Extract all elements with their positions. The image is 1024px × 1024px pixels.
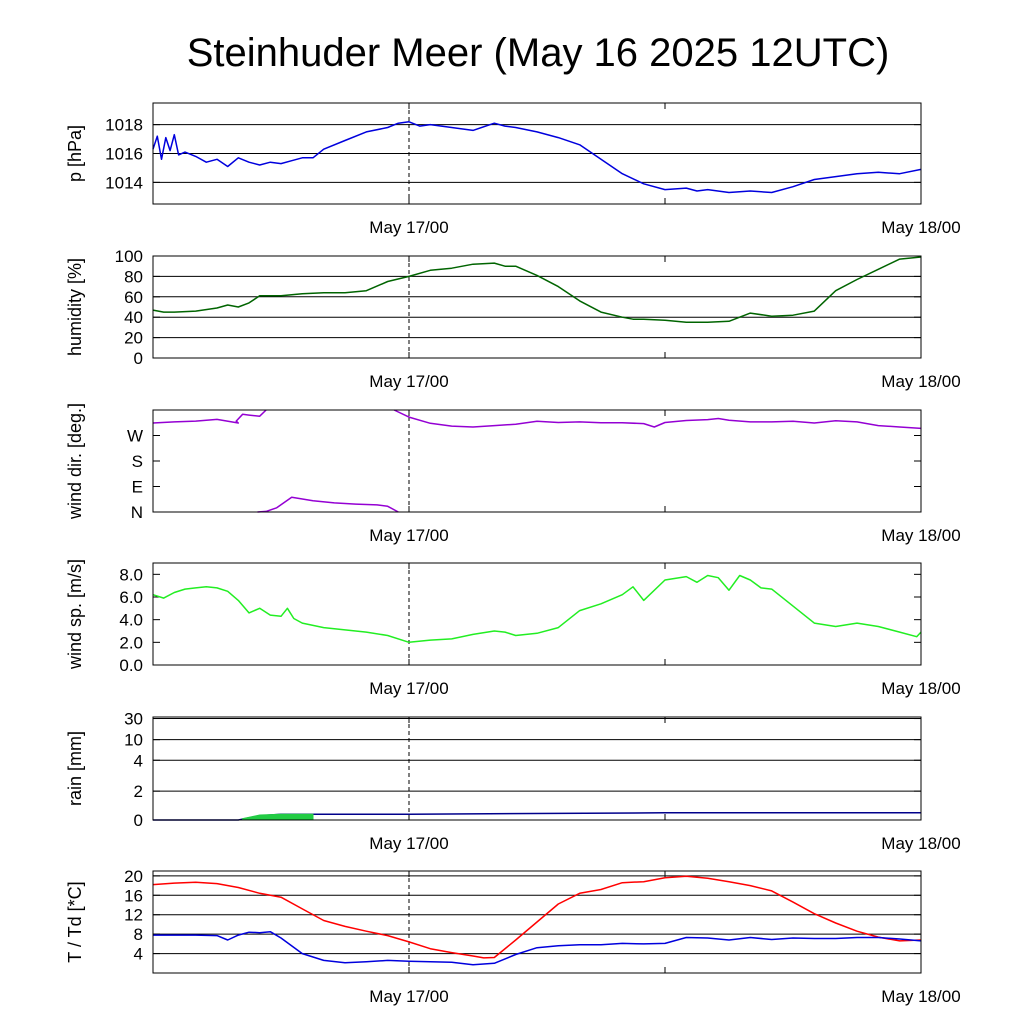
humidity-xtick-label: May 18/00 xyxy=(881,372,960,391)
rain-xtick-label: May 17/00 xyxy=(369,834,448,853)
wind-speed-panel: 0.0 2.0 4.0 6.0 8.0 May 17/00 May 18/00 wind sp… xyxy=(65,559,961,698)
rain-frame xyxy=(152,716,922,821)
humidity-frame xyxy=(152,255,922,359)
humidity-ytick-label: 0 xyxy=(134,349,143,368)
wind-speed-ytick-label: 0.0 xyxy=(119,656,143,675)
rain-ytick-label: 30 xyxy=(124,710,143,729)
temperature-ytick-label: 12 xyxy=(124,906,143,925)
humidity-ytick-label: 100 xyxy=(115,247,143,266)
pressure-ylabel: p [hPa] xyxy=(65,125,85,182)
humidity-ytick-label: 40 xyxy=(124,308,143,327)
wind-direction-xtick-label: May 17/00 xyxy=(369,526,448,545)
rain-panel: 0 2 410 30 May 17/00 May 18/00 rain [mm] xyxy=(65,710,961,853)
pressure-series-0 xyxy=(152,121,922,194)
temperature-ytick-label: 20 xyxy=(124,867,143,886)
wind-direction-series-2 xyxy=(393,409,922,430)
temperature-frame xyxy=(152,870,922,974)
temperature-series-1 xyxy=(153,930,922,966)
wind-direction-frame xyxy=(152,409,922,513)
wind-direction-ytick-label: W xyxy=(127,427,143,446)
wind-speed-ytick-label: 4.0 xyxy=(119,611,143,630)
temperature-ytick-label: 16 xyxy=(124,886,143,905)
wind-speed-frame xyxy=(152,562,922,666)
wind-direction-ylabel: wind dir. [deg.] xyxy=(65,403,85,520)
humidity-xtick-label: May 17/00 xyxy=(369,372,448,391)
wind-speed-xtick-label: May 17/00 xyxy=(369,679,448,698)
wind-direction-ytick-label: N xyxy=(131,503,143,522)
pressure-xtick-label: May 18/00 xyxy=(881,218,960,237)
humidity-ytick-label: 20 xyxy=(124,329,143,348)
wind-direction-series-0 xyxy=(152,409,267,424)
wind-speed-ytick-label: 6.0 xyxy=(119,588,143,607)
wind-speed-ylabel: wind sp. [m/s] xyxy=(65,559,85,670)
wind-direction-series-1 xyxy=(257,496,399,513)
wind-direction-ytick-label: E xyxy=(132,478,143,497)
wind-speed-series-0 xyxy=(152,574,922,644)
pressure-ytick-label: 1014 xyxy=(105,173,143,192)
temperature-series-0 xyxy=(152,875,922,959)
wind-direction-xtick-label: May 18/00 xyxy=(881,526,960,545)
temperature-ylabel: T / Td [*C] xyxy=(65,881,85,962)
wind-speed-ytick-label: 2.0 xyxy=(119,633,143,652)
pressure-panel: 1014 1016 1018 May 17/00 May 18/00 p [hPa] xyxy=(65,102,961,237)
rain-ytick-label: 10 xyxy=(124,731,143,750)
pressure-frame xyxy=(152,102,922,205)
rain-ytick-label: 4 xyxy=(134,751,143,770)
temperature-ytick-label: 8 xyxy=(134,925,143,944)
rain-ylabel: rain [mm] xyxy=(65,731,85,806)
humidity-ytick-label: 80 xyxy=(124,267,143,286)
rain-xtick-label: May 18/00 xyxy=(881,834,960,853)
rain-ytick-label: 0 xyxy=(134,811,143,830)
rain-ytick-label: 2 xyxy=(134,782,143,801)
pressure-ytick-label: 1016 xyxy=(105,145,143,164)
temperature-ytick-label: 4 xyxy=(134,945,143,964)
wind-direction-ytick-label: S xyxy=(132,452,143,471)
rain-series-1 xyxy=(242,813,314,821)
pressure-xtick-label: May 17/00 xyxy=(369,218,448,237)
humidity-ytick-label: 60 xyxy=(124,288,143,307)
temperature-xtick-label: May 17/00 xyxy=(369,987,448,1006)
chart-title: Steinhuder Meer (May 16 2025 12UTC) xyxy=(187,31,890,75)
humidity-series-0 xyxy=(152,256,922,324)
pressure-ytick-label: 1018 xyxy=(105,116,143,135)
humidity-ylabel: humidity [%] xyxy=(65,258,85,356)
temperature-xtick-label: May 18/00 xyxy=(881,987,960,1006)
wind-speed-ytick-label: 8.0 xyxy=(119,565,143,584)
wind-speed-xtick-label: May 18/00 xyxy=(881,679,960,698)
